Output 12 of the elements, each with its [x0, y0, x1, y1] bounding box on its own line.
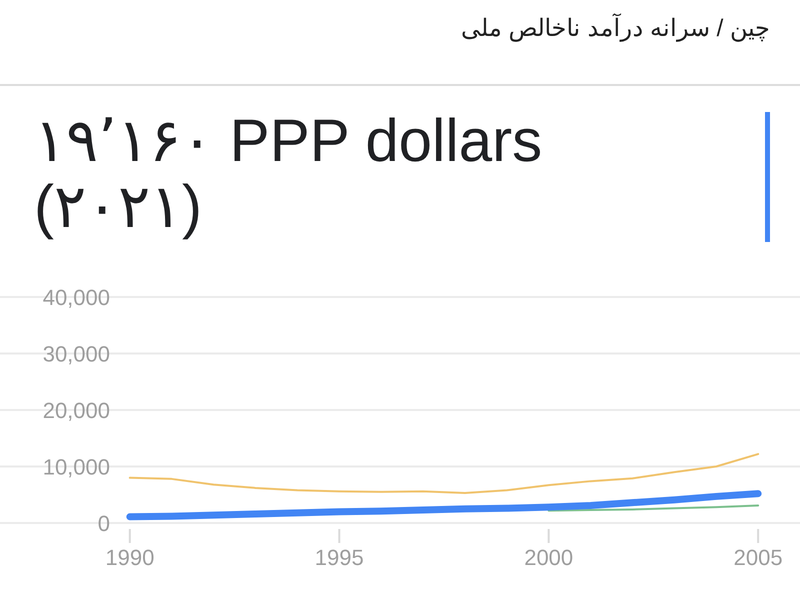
x-tick-label: 2000	[524, 545, 574, 570]
chart-title: چین / سرانه درآمد ناخالص ملی	[460, 14, 770, 43]
x-tick-label: 1990	[105, 545, 154, 570]
chart-subtitle: ۱۹٬۱۶۰ PPP dollars (۲۰۲۱)	[34, 107, 544, 240]
y-tick-label: 0	[98, 511, 110, 536]
y-tick-label: 10,000	[42, 454, 110, 480]
y-tick-label: 20,000	[42, 398, 110, 423]
x-tick-label: 2005	[734, 545, 783, 570]
x-tick-label: 1995	[314, 545, 364, 570]
y-tick-label: 40,000	[42, 285, 110, 310]
y-tick-label: 30,000	[42, 342, 110, 366]
line-series	[128, 453, 760, 494]
